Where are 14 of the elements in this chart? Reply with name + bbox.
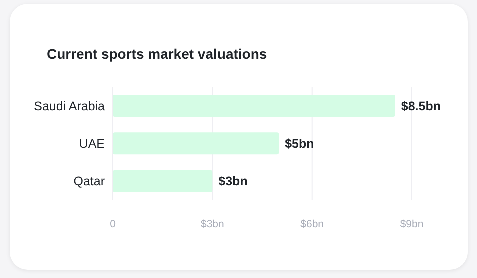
data-label: $3bn <box>218 174 248 189</box>
y-tick-label: Saudi Arabia <box>34 99 106 114</box>
y-tick-label: Qatar <box>74 174 105 189</box>
x-tick-label: $6bn <box>300 218 324 230</box>
y-tick-label: UAE <box>79 136 105 151</box>
x-tick-label: $3bn <box>200 218 225 230</box>
bar <box>113 170 213 192</box>
x-tick-label: $9bn <box>400 218 424 230</box>
bar <box>113 132 280 155</box>
data-label: $5bn <box>285 137 314 152</box>
x-tick-label: 0 <box>110 218 116 230</box>
data-label: $8.5bn <box>401 99 441 114</box>
bar <box>113 95 396 117</box>
chart-title: Current sports market valuations <box>47 46 268 62</box>
